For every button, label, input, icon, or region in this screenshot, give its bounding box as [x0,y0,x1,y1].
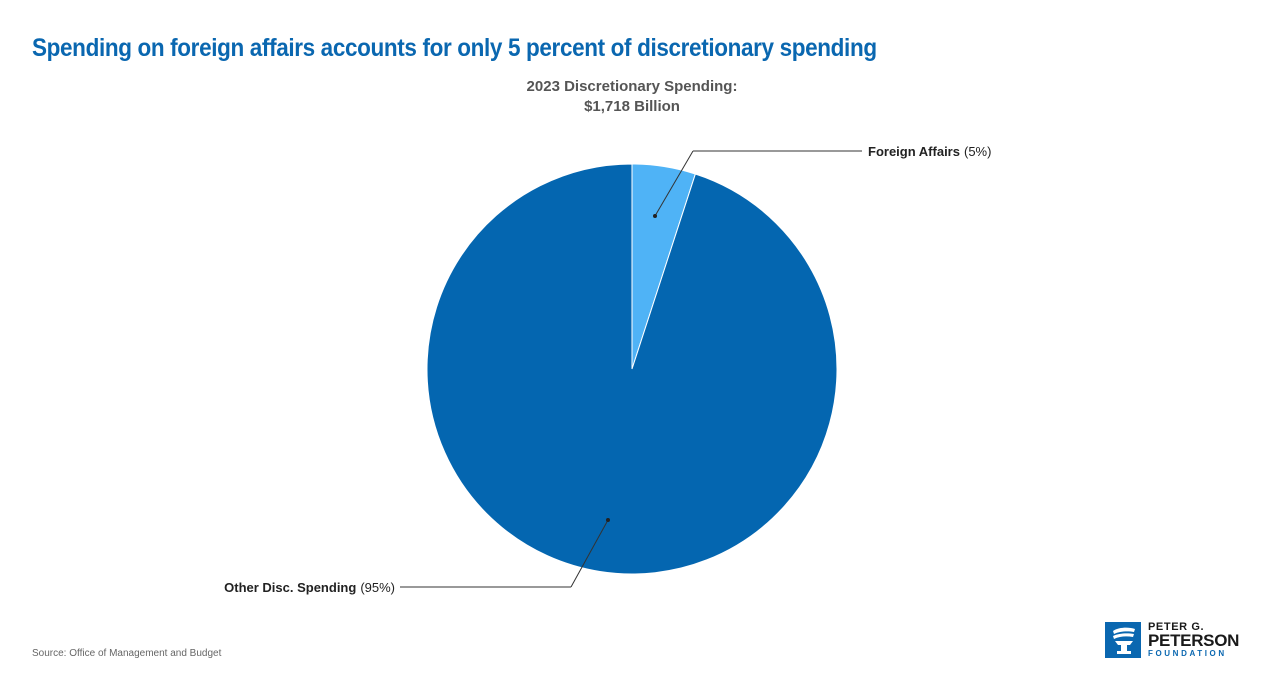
other-spending-label-name: Other Disc. Spending [224,580,356,595]
foreign-affairs-leader-dot [653,214,657,218]
logo-text-line-1: PETER G. [1148,621,1205,633]
chart-subtitle-line-1: 2023 Discretionary Spending: [527,78,738,95]
chart-subtitle-line-2: $1,718 Billion [584,98,680,115]
other-spending-leader-line [570,519,609,588]
logo-text-line-3: FOUNDATION [1148,649,1227,658]
foreign-affairs-label-name: Foreign Affairs [868,144,960,159]
chart-title: Spending on foreign affairs accounts for… [32,34,877,62]
pie-slice-other-disc-spending [426,163,838,575]
torch-icon [1105,622,1141,658]
peterson-foundation-logo: PETER G. PETERSON FOUNDATION [1105,620,1240,660]
logo-text-line-2: PETERSON [1148,631,1240,650]
pie-slices [426,163,838,575]
foreign-affairs-label-pct: (5%) [964,144,991,159]
other-spending-leader-dot [606,518,610,522]
other-spending-label: Other Disc. Spending (95%) [224,580,395,595]
foreign-affairs-label: Foreign Affairs (5%) [868,144,991,159]
other-spending-label-pct: (95%) [360,580,395,595]
source-note: Source: Office of Management and Budget [32,648,222,659]
foreign-affairs-leader-line [654,150,694,217]
